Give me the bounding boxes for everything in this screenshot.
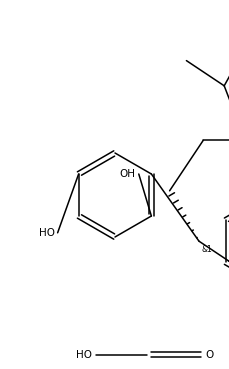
- Text: O: O: [204, 349, 213, 360]
- Text: HO: HO: [38, 228, 55, 238]
- Text: &1: &1: [201, 245, 212, 254]
- Text: OH: OH: [119, 169, 135, 179]
- Text: HO: HO: [76, 349, 92, 360]
